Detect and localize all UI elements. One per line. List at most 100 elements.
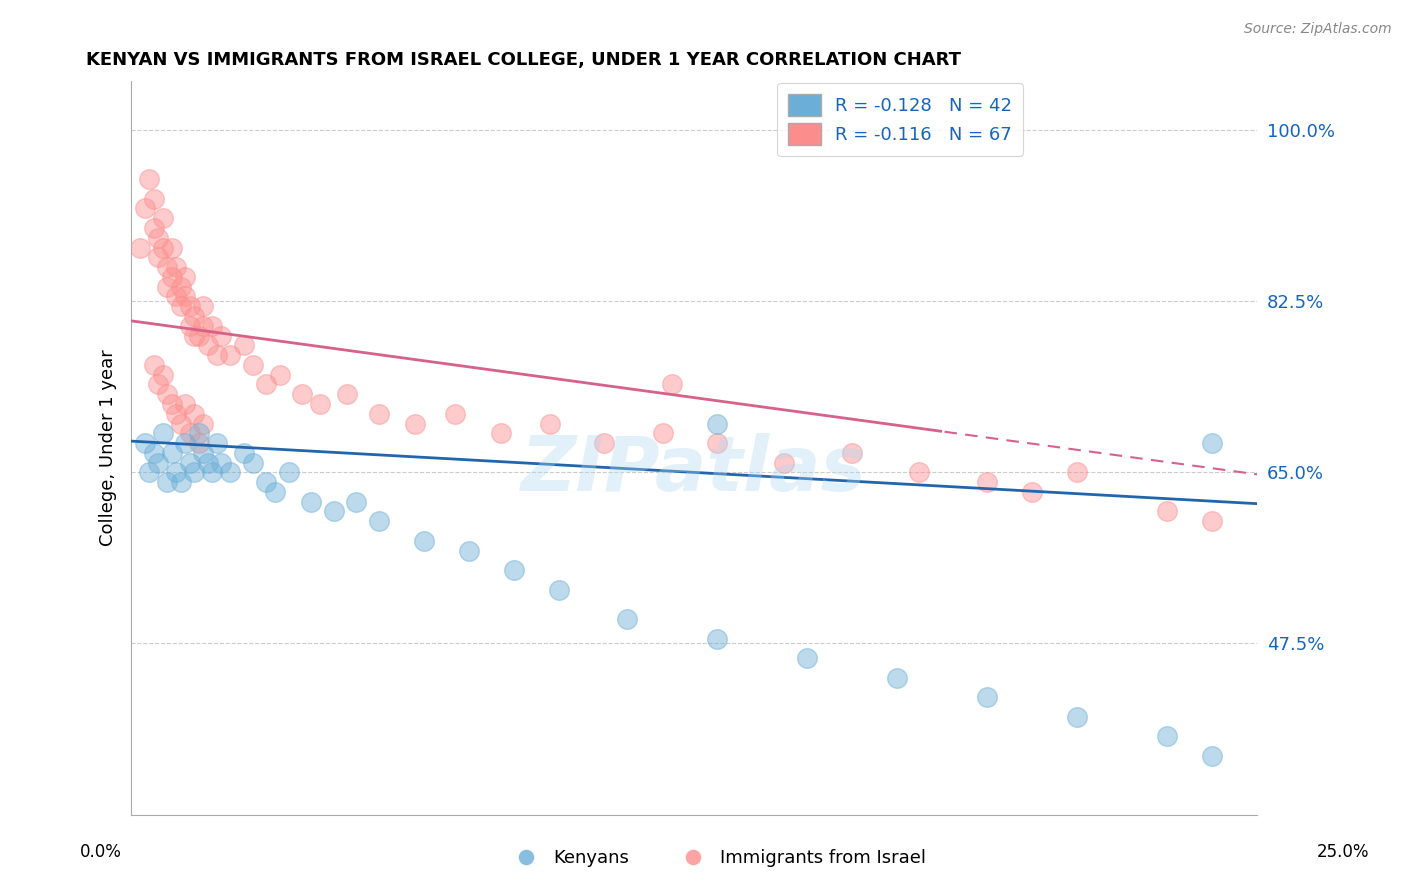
Point (142, 446, 165, 460)
Point (129, 241, 152, 255)
Point (156, 279, 179, 293)
Point (538, 417, 561, 431)
Point (165, 407, 187, 421)
Point (489, 426, 512, 441)
Text: Source: ZipAtlas.com: Source: ZipAtlas.com (1244, 22, 1392, 37)
Point (174, 289, 197, 303)
Point (193, 299, 215, 313)
Point (179, 426, 201, 441)
Point (309, 397, 332, 411)
Point (165, 466, 187, 480)
Point (841, 446, 863, 460)
Point (444, 407, 467, 421)
Legend: R = -0.128   N = 42, R = -0.116   N = 67: R = -0.128 N = 42, R = -0.116 N = 67 (778, 83, 1022, 156)
Point (219, 348, 242, 362)
Point (458, 543, 481, 558)
Point (134, 436, 156, 450)
Text: ZIPatlas: ZIPatlas (522, 433, 868, 507)
Point (179, 299, 201, 313)
Point (179, 318, 201, 333)
Point (661, 377, 683, 392)
Point (299, 494, 322, 508)
Point (269, 368, 291, 382)
Point (651, 426, 673, 441)
Point (344, 494, 367, 508)
Point (242, 358, 264, 372)
Point (201, 318, 224, 333)
Point (209, 456, 232, 470)
Point (170, 299, 193, 313)
Point (368, 514, 391, 528)
Point (187, 328, 209, 343)
Point (142, 192, 165, 206)
Point (183, 466, 205, 480)
Point (170, 279, 193, 293)
Point (773, 456, 796, 470)
Point (976, 475, 998, 490)
Point (322, 504, 344, 518)
Point (142, 358, 165, 372)
Point (142, 221, 165, 235)
Point (1201, 514, 1223, 528)
Point (201, 466, 224, 480)
Point (160, 397, 183, 411)
Point (148, 231, 170, 245)
Point (254, 475, 277, 490)
Point (1066, 466, 1088, 480)
Point (706, 436, 728, 450)
Y-axis label: College, Under 1 year: College, Under 1 year (100, 350, 117, 546)
Point (174, 269, 197, 284)
Point (165, 260, 187, 274)
Point (156, 387, 179, 401)
Point (165, 289, 187, 303)
Point (209, 328, 232, 343)
Point (193, 446, 215, 460)
Point (174, 397, 197, 411)
Point (183, 407, 205, 421)
Point (152, 241, 174, 255)
Point (179, 456, 201, 470)
Point (156, 475, 179, 490)
Point (1156, 504, 1178, 518)
Point (193, 318, 215, 333)
Point (796, 651, 818, 665)
Point (205, 348, 228, 362)
Text: KENYAN VS IMMIGRANTS FROM ISRAEL COLLEGE, UNDER 1 YEAR CORRELATION CHART: KENYAN VS IMMIGRANTS FROM ISRAEL COLLEGE… (86, 51, 962, 69)
Point (134, 202, 156, 216)
Point (170, 475, 193, 490)
Point (160, 269, 183, 284)
Legend: Kenyans, Immigrants from Israel: Kenyans, Immigrants from Israel (501, 842, 934, 874)
Point (706, 632, 728, 646)
Point (152, 368, 174, 382)
Point (197, 338, 219, 352)
Point (232, 446, 254, 460)
Point (616, 612, 638, 626)
Point (160, 446, 183, 460)
Point (187, 436, 209, 450)
Point (503, 563, 526, 577)
Point (138, 172, 160, 186)
Point (277, 466, 299, 480)
Point (886, 671, 908, 685)
Point (205, 436, 228, 450)
Point (706, 417, 728, 431)
Text: 25.0%: 25.0% (1316, 843, 1369, 861)
Point (152, 211, 174, 226)
Point (404, 417, 426, 431)
Text: 0.0%: 0.0% (80, 843, 122, 861)
Point (160, 241, 183, 255)
Point (291, 387, 314, 401)
Point (197, 456, 219, 470)
Point (1066, 710, 1088, 724)
Point (1201, 436, 1223, 450)
Point (1021, 485, 1043, 500)
Point (183, 328, 205, 343)
Point (148, 456, 170, 470)
Point (170, 417, 193, 431)
Point (193, 417, 215, 431)
Point (156, 260, 179, 274)
Point (148, 377, 170, 392)
Point (232, 338, 254, 352)
Point (1201, 748, 1223, 763)
Point (138, 466, 160, 480)
